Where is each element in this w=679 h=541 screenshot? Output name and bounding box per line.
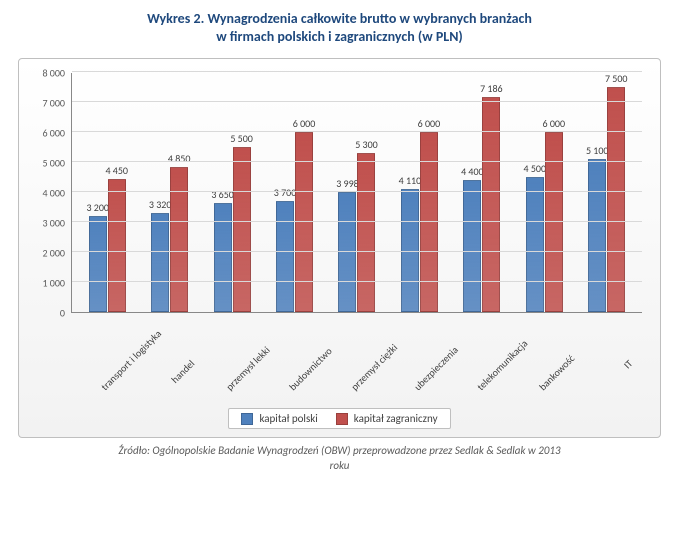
bar-group: 4 1106 000: [401, 132, 438, 312]
title-line-1: Wykres 2. Wynagrodzenia całkowite brutto…: [147, 10, 532, 27]
bar-polski: 3 700: [276, 201, 294, 312]
chart-frame: 0 1 000 2 000 3 000 4 000 5 000 6 000 7 000 8 00…: [18, 58, 661, 438]
y-tick: 5 000: [42, 157, 65, 170]
plot-grid: 3 2004 4503 3204 8503 6505 5003 7006 000…: [71, 73, 642, 313]
gridline: [72, 131, 642, 132]
bar-value-label: 4 400: [461, 165, 484, 178]
bar-zagraniczny: 5 500: [233, 147, 251, 312]
bar-value-label: 3 320: [149, 198, 172, 211]
bar-value-label: 7 186: [480, 82, 503, 95]
y-tick: 2 000: [42, 247, 65, 260]
bar-group: 3 9985 300: [338, 153, 375, 312]
x-axis-labels: transport i logistykahandelprzemysł lekk…: [71, 317, 642, 330]
bar-group: 4 5006 000: [526, 132, 563, 312]
bar-group: 3 3204 850: [151, 167, 188, 313]
bar-value-label: 3 650: [211, 188, 234, 201]
bar-zagraniczny: 4 850: [170, 167, 188, 313]
bar-value-label: 3 700: [274, 186, 297, 199]
bar-zagraniczny: 6 000: [420, 132, 438, 312]
chart-title: Wykres 2. Wynagrodzenia całkowite brutto…: [0, 0, 679, 50]
bars-container: 3 2004 4503 3204 8503 6505 5003 7006 000…: [72, 73, 642, 312]
bar-group: 3 7006 000: [276, 132, 313, 312]
gridline: [72, 71, 642, 72]
legend-label-polski: kapitał polski: [259, 412, 317, 425]
bar-polski: 4 400: [463, 180, 481, 312]
title-line-2: w firmach polskich i zagranicznych (w PL…: [216, 28, 463, 45]
bar-polski: 3 200: [89, 216, 107, 312]
legend-swatch-polski: [241, 413, 253, 425]
legend-label-zagraniczny: kapitał zagraniczny: [354, 412, 438, 425]
gridline: [72, 101, 642, 102]
bar-polski: 3 998: [338, 192, 356, 312]
gridline: [72, 191, 642, 192]
source-text: Źródło: Ogólnopolskie Badanie Wynagrodze…: [0, 442, 679, 481]
bar-value-label: 5 500: [230, 132, 253, 145]
bar-group: 5 1007 500: [588, 87, 625, 312]
y-tick: 1 000: [42, 277, 65, 290]
bar-value-label: 5 300: [355, 138, 378, 151]
bar-zagraniczny: 6 000: [295, 132, 313, 312]
y-tick: 0: [60, 307, 65, 320]
bar-zagraniczny: 7 186: [482, 97, 500, 313]
bar-value-label: 7 500: [605, 72, 628, 85]
bar-value-label: 5 100: [586, 144, 609, 157]
bar-value-label: 4 110: [399, 174, 422, 187]
y-tick: 4 000: [42, 187, 65, 200]
bar-value-label: 4 850: [168, 152, 191, 165]
source-line-2: roku: [330, 459, 350, 472]
bar-group: 3 2004 450: [89, 179, 126, 313]
plot-area: 01 0002 0003 0004 0005 0006 0007 0008 00…: [71, 73, 642, 313]
gridline: [72, 221, 642, 222]
bar-value-label: 6 000: [293, 117, 316, 130]
bar-zagraniczny: 5 300: [357, 153, 375, 312]
gridline: [72, 161, 642, 162]
legend: kapitał polski kapitał zagraniczny: [228, 408, 450, 429]
y-axis: 01 0002 0003 0004 0005 0006 0007 0008 00…: [29, 73, 69, 313]
bar-polski: 4 500: [526, 177, 544, 312]
bar-value-label: 4 450: [105, 164, 128, 177]
bar-value-label: 3 200: [86, 201, 109, 214]
y-tick: 7 000: [42, 97, 65, 110]
y-tick: 8 000: [42, 67, 65, 80]
bar-zagraniczny: 6 000: [545, 132, 563, 312]
bar-group: 4 4007 186: [463, 97, 500, 313]
gridline: [72, 281, 642, 282]
bar-polski: 3 650: [214, 203, 232, 313]
bar-value-label: 6 000: [543, 117, 566, 130]
bar-zagraniczny: 4 450: [108, 179, 126, 313]
bar-zagraniczny: 7 500: [607, 87, 625, 312]
bar-value-label: 3 998: [336, 177, 359, 190]
y-tick: 6 000: [42, 127, 65, 140]
bar-value-label: 4 500: [524, 162, 547, 175]
bar-polski: 3 320: [151, 213, 169, 313]
bar-group: 3 6505 500: [214, 147, 251, 312]
legend-item-zagraniczny: kapitał zagraniczny: [336, 412, 438, 425]
legend-swatch-zagraniczny: [336, 413, 348, 425]
legend-item-polski: kapitał polski: [241, 412, 317, 425]
bar-polski: 5 100: [588, 159, 606, 312]
bar-value-label: 6 000: [418, 117, 441, 130]
y-tick: 3 000: [42, 217, 65, 230]
gridline: [72, 251, 642, 252]
source-line-1: Źródło: Ogólnopolskie Badanie Wynagrodze…: [118, 444, 560, 457]
